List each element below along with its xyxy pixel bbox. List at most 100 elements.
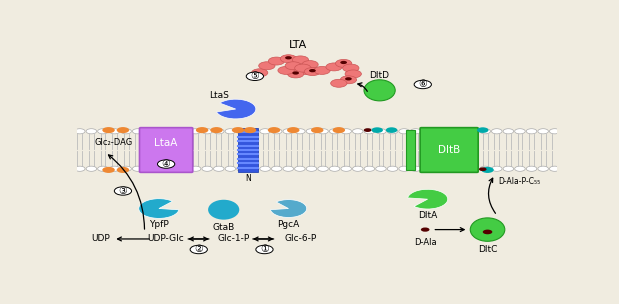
Bar (407, 130, 415, 171)
Circle shape (225, 166, 236, 171)
Circle shape (285, 62, 301, 70)
Circle shape (491, 166, 502, 171)
Text: ②: ② (194, 244, 203, 254)
Circle shape (86, 166, 97, 171)
Circle shape (399, 166, 409, 171)
Ellipse shape (470, 218, 505, 241)
Circle shape (236, 166, 247, 171)
Circle shape (167, 129, 178, 134)
Circle shape (98, 166, 108, 171)
Circle shape (295, 166, 305, 171)
Circle shape (292, 56, 309, 64)
Circle shape (538, 166, 548, 171)
Text: D-Ala-P-C₅₅: D-Ala-P-C₅₅ (498, 177, 540, 186)
Circle shape (480, 129, 490, 134)
Circle shape (482, 167, 494, 173)
Circle shape (345, 77, 352, 81)
Circle shape (329, 166, 340, 171)
Circle shape (179, 129, 189, 134)
Circle shape (422, 129, 433, 134)
Circle shape (503, 129, 514, 134)
Circle shape (256, 245, 273, 254)
Circle shape (259, 62, 275, 70)
Wedge shape (217, 99, 256, 119)
Circle shape (340, 61, 347, 64)
Text: D-Ala: D-Ala (414, 238, 436, 247)
Circle shape (376, 129, 386, 134)
Circle shape (102, 167, 115, 173)
Circle shape (157, 160, 175, 168)
Circle shape (483, 168, 492, 172)
FancyBboxPatch shape (139, 128, 193, 172)
Circle shape (314, 67, 330, 74)
Circle shape (538, 129, 548, 134)
Circle shape (248, 129, 259, 134)
Circle shape (526, 166, 537, 171)
Circle shape (399, 129, 409, 134)
Bar (238, 128, 258, 172)
Circle shape (190, 129, 201, 134)
Circle shape (248, 166, 259, 171)
Circle shape (285, 56, 292, 59)
Circle shape (202, 166, 212, 171)
Circle shape (309, 69, 316, 72)
Circle shape (445, 129, 456, 134)
Circle shape (352, 166, 363, 171)
Circle shape (102, 127, 115, 133)
Text: LTA: LTA (289, 40, 307, 50)
Circle shape (491, 129, 502, 134)
Circle shape (202, 129, 212, 134)
Circle shape (331, 79, 347, 87)
Ellipse shape (364, 80, 395, 101)
Circle shape (341, 129, 352, 134)
Circle shape (410, 129, 421, 134)
Circle shape (387, 129, 398, 134)
Circle shape (167, 166, 178, 171)
Circle shape (483, 230, 492, 234)
Circle shape (550, 129, 560, 134)
Text: ④: ④ (162, 159, 170, 169)
Circle shape (179, 166, 189, 171)
Circle shape (132, 166, 143, 171)
Circle shape (477, 127, 488, 133)
Circle shape (445, 166, 456, 171)
Circle shape (144, 129, 155, 134)
Circle shape (244, 127, 256, 133)
Text: N: N (245, 174, 251, 183)
Circle shape (74, 129, 85, 134)
Circle shape (387, 166, 398, 171)
Circle shape (433, 129, 444, 134)
Circle shape (410, 166, 421, 171)
Circle shape (144, 166, 155, 171)
Circle shape (318, 166, 328, 171)
Circle shape (190, 166, 201, 171)
Circle shape (297, 67, 313, 74)
Circle shape (371, 127, 383, 133)
Circle shape (190, 245, 207, 254)
Circle shape (480, 166, 490, 171)
Circle shape (214, 166, 224, 171)
Text: UDP: UDP (91, 234, 110, 244)
Circle shape (260, 166, 271, 171)
Circle shape (364, 128, 371, 132)
Wedge shape (139, 199, 179, 218)
Circle shape (86, 129, 97, 134)
Circle shape (318, 129, 328, 134)
Wedge shape (407, 189, 448, 209)
Circle shape (295, 129, 305, 134)
Text: DltD: DltD (370, 71, 389, 80)
Text: UDP-Glc: UDP-Glc (148, 234, 184, 244)
Text: DltC: DltC (478, 245, 497, 254)
Circle shape (98, 129, 108, 134)
Circle shape (514, 129, 526, 134)
Text: LtaS: LtaS (209, 91, 229, 99)
Circle shape (271, 129, 282, 134)
Circle shape (376, 166, 386, 171)
Text: GtaB: GtaB (212, 223, 235, 232)
Circle shape (287, 127, 300, 133)
Circle shape (232, 127, 245, 133)
Circle shape (343, 64, 359, 72)
Text: Glc-6-P: Glc-6-P (284, 234, 316, 244)
Circle shape (251, 69, 268, 77)
Text: ⑤: ⑤ (251, 71, 259, 81)
